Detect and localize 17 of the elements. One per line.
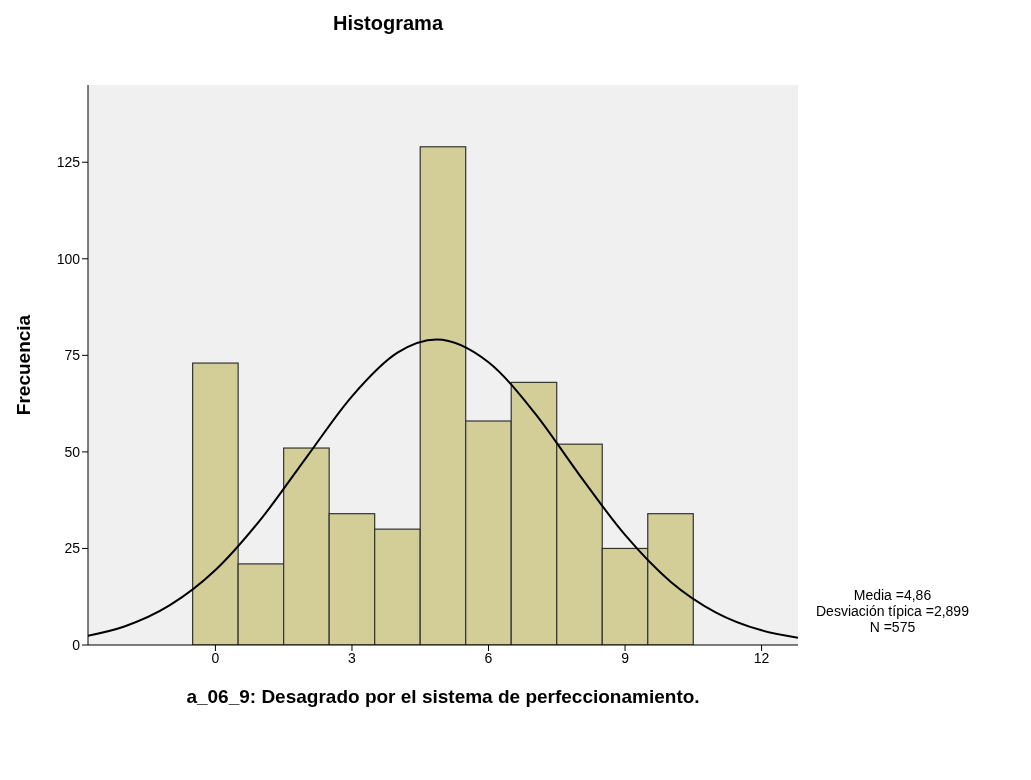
- text: N =575: [868, 619, 917, 635]
- y-tick-label: 0: [72, 636, 81, 653]
- x-tick-label: 12: [753, 649, 770, 666]
- text: Desviación típica =2,899: [816, 603, 969, 619]
- x-tick-label: 0: [211, 649, 220, 666]
- x-tick-label: 9: [621, 649, 630, 666]
- text: Media =4,86: [852, 587, 933, 603]
- x-axis-title: a_06_9: Desagrado por el sistema de perfeccionamiento.: [186, 686, 700, 707]
- x-tick-label: 6: [484, 649, 493, 666]
- chart-title: Histograma: [332, 12, 445, 35]
- y-tick-label: 125: [56, 154, 81, 171]
- x-tick-label: 3: [348, 649, 357, 666]
- y-tick-label: 25: [64, 540, 81, 557]
- y-tick-label: 75: [64, 347, 81, 364]
- y-tick-label: 100: [56, 250, 81, 267]
- y-tick-label: 50: [64, 443, 81, 460]
- y-axis-title: Frecuencia: [12, 314, 34, 416]
